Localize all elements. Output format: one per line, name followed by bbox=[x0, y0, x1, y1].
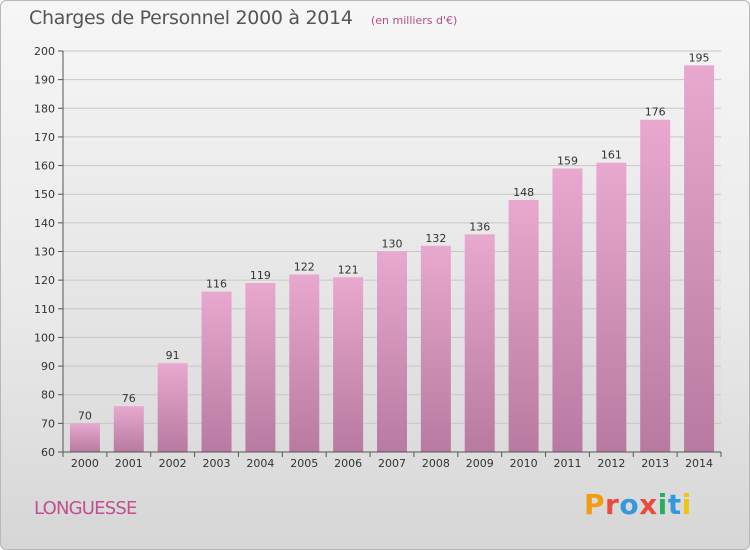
data-label: 121 bbox=[338, 263, 359, 276]
y-tick-label: 150 bbox=[34, 188, 55, 201]
data-label: 195 bbox=[689, 51, 710, 64]
proxiti-logo: Proxiti bbox=[584, 488, 692, 521]
bar bbox=[508, 199, 539, 452]
bar bbox=[113, 406, 144, 452]
y-tick-label: 80 bbox=[41, 389, 55, 402]
bar bbox=[420, 245, 451, 452]
data-label: 70 bbox=[78, 409, 92, 422]
y-tick-label: 60 bbox=[41, 446, 55, 459]
x-tick-label: 2014 bbox=[685, 457, 713, 470]
bar bbox=[552, 168, 583, 452]
data-label: 116 bbox=[206, 278, 227, 291]
x-tick-label: 2005 bbox=[290, 457, 318, 470]
x-tick-label: 2003 bbox=[203, 457, 231, 470]
chart-subtitle: (en milliers d'€) bbox=[371, 14, 458, 27]
x-tick-label: 2002 bbox=[159, 457, 187, 470]
logo-letter: P bbox=[584, 488, 606, 521]
x-tick-label: 2013 bbox=[641, 457, 669, 470]
y-tick-label: 120 bbox=[34, 274, 55, 287]
data-label: 76 bbox=[122, 392, 136, 405]
x-tick-label: 2011 bbox=[553, 457, 581, 470]
bar bbox=[69, 423, 100, 452]
data-label: 91 bbox=[166, 349, 180, 362]
data-label: 148 bbox=[513, 186, 534, 199]
logo-letter: o bbox=[619, 488, 640, 521]
x-tick-label: 2010 bbox=[510, 457, 538, 470]
data-label: 136 bbox=[469, 220, 490, 233]
bar bbox=[596, 162, 627, 452]
logo-letter: t bbox=[667, 488, 682, 521]
x-tick-label: 2004 bbox=[246, 457, 274, 470]
y-tick-label: 100 bbox=[34, 331, 55, 344]
axes bbox=[62, 51, 721, 453]
x-tick-label: 2006 bbox=[334, 457, 362, 470]
x-tick-label: 2001 bbox=[115, 457, 143, 470]
data-label: 176 bbox=[645, 106, 666, 119]
bars bbox=[69, 65, 715, 453]
bar bbox=[201, 291, 232, 452]
logo-letter: i bbox=[657, 488, 668, 521]
bar bbox=[640, 119, 671, 452]
bar bbox=[377, 251, 407, 452]
x-tick-label: 2007 bbox=[378, 457, 406, 470]
x-tick-label: 2000 bbox=[71, 457, 99, 470]
bar bbox=[157, 363, 188, 452]
y-tick-label: 70 bbox=[41, 417, 55, 430]
data-label: 132 bbox=[425, 232, 446, 245]
y-tick-label: 160 bbox=[34, 160, 55, 173]
y-tick-label: 170 bbox=[34, 131, 55, 144]
bar bbox=[684, 65, 715, 453]
data-label: 122 bbox=[294, 260, 315, 273]
data-label: 119 bbox=[250, 269, 271, 282]
y-tick-label: 180 bbox=[34, 102, 55, 115]
x-tick-label: 2012 bbox=[597, 457, 625, 470]
y-tick-label: 130 bbox=[34, 246, 55, 259]
y-tick-label: 200 bbox=[34, 45, 55, 58]
x-tick-label: 2009 bbox=[466, 457, 494, 470]
x-tick-label: 2008 bbox=[422, 457, 450, 470]
commune-name: LONGUESSE bbox=[34, 498, 137, 519]
logo-letter: x bbox=[639, 488, 658, 521]
y-tick-label: 110 bbox=[34, 303, 55, 316]
data-label: 159 bbox=[557, 154, 578, 167]
logo-letter: r bbox=[605, 488, 620, 521]
data-label: 161 bbox=[601, 149, 622, 162]
bar bbox=[245, 283, 276, 452]
y-tick-label: 140 bbox=[34, 217, 55, 230]
chart-title: Charges de Personnel 2000 à 2014 bbox=[29, 7, 353, 29]
y-tick-label: 90 bbox=[41, 360, 55, 373]
labels: 60 70 80 90 100 110 120 130 140 150 160 170 180 190 20… bbox=[34, 45, 713, 470]
bar bbox=[289, 274, 320, 452]
data-label: 130 bbox=[382, 238, 403, 251]
bar bbox=[333, 277, 364, 452]
logo-letter: i bbox=[681, 488, 692, 521]
bar bbox=[464, 234, 495, 452]
y-tick-label: 190 bbox=[34, 74, 55, 87]
